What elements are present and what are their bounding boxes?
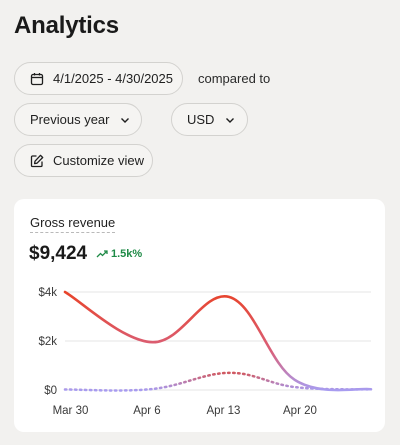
calendar-icon [30, 72, 44, 86]
date-range-picker[interactable]: 4/1/2025 - 4/30/2025 [14, 62, 183, 95]
x-tick-label: Apr 6 [133, 405, 161, 417]
delta-badge: 1.5k% [96, 248, 142, 260]
comparison-select[interactable]: Previous year [14, 103, 142, 136]
trend-up-icon [96, 248, 108, 260]
chevron-down-icon [119, 114, 131, 126]
comparison-select-label: Previous year [30, 112, 110, 127]
customize-view-button[interactable]: Customize view [14, 144, 153, 177]
gross-revenue-value: $9,424 [29, 243, 88, 264]
x-tick-label: Mar 30 [53, 405, 89, 417]
current-period-line [63, 290, 373, 392]
chevron-down-icon [224, 114, 236, 126]
x-tick-label: Apr 13 [207, 405, 241, 417]
gross-revenue-chart: $4k $2k $0 Mar 30 Apr 6 Apr 13 Apr 20 [38, 287, 373, 417]
customize-view-label: Customize view [53, 153, 145, 168]
compared-to-label: compared to [198, 71, 271, 86]
gross-revenue-card: Gross revenue $9,424 1.5k% $4k $2k $0 Mar 3… [14, 199, 385, 432]
edit-icon [30, 154, 44, 168]
currency-select[interactable]: USD [171, 103, 248, 136]
x-tick-label: Apr 20 [283, 405, 317, 417]
card-title[interactable]: Gross revenue [30, 215, 116, 233]
date-range-label: 4/1/2025 - 4/30/2025 [53, 71, 173, 86]
currency-select-label: USD [187, 112, 215, 127]
page-title: Analytics [14, 12, 119, 39]
y-tick-label: $4k [38, 287, 57, 299]
y-tick-label: $2k [38, 336, 57, 348]
y-tick-label: $0 [44, 385, 57, 397]
delta-value: 1.5k% [111, 248, 143, 260]
previous-period-line [63, 371, 373, 392]
